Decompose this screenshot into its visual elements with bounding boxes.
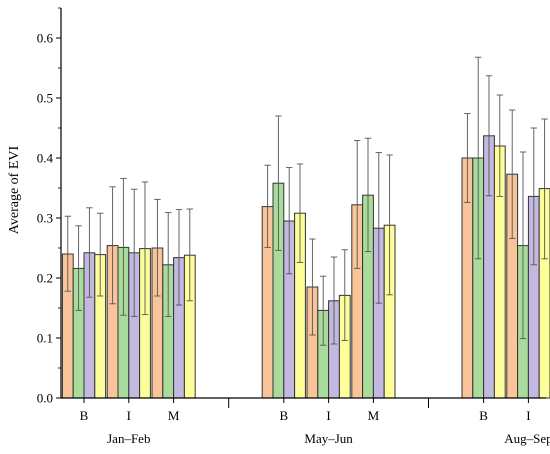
x-tick-label: B	[479, 408, 488, 423]
y-tick-label: 0.4	[37, 151, 54, 166]
period-label: May–Jun	[304, 431, 353, 446]
y-tick-label: 0.2	[37, 271, 53, 286]
x-tick-label: B	[80, 408, 89, 423]
y-axis-label: Average of EVI	[7, 145, 22, 234]
y-tick-label: 0.5	[37, 91, 53, 106]
x-tick-label: I	[526, 408, 530, 423]
y-tick-label: 0.6	[37, 31, 54, 46]
error-bars-layer	[64, 56, 548, 346]
x-tick-label: I	[127, 408, 131, 423]
x-tick-label: B	[279, 408, 288, 423]
bars-layer	[61, 135, 550, 399]
x-tick-label: M	[168, 408, 180, 423]
period-label: Jan–Feb	[107, 431, 150, 446]
y-tick-label: 0.1	[37, 331, 53, 346]
y-tick-label: 0.3	[37, 211, 53, 226]
period-label: Aug–Sep	[504, 431, 550, 446]
x-tick-label: I	[326, 408, 330, 423]
axes-layer	[56, 7, 546, 408]
x-tick-label: M	[368, 408, 380, 423]
y-tick-label: 0.0	[37, 391, 53, 406]
labels-layer: 0.00.10.20.30.40.50.6BIMBIMBIMJan–FebMay…	[37, 31, 550, 447]
